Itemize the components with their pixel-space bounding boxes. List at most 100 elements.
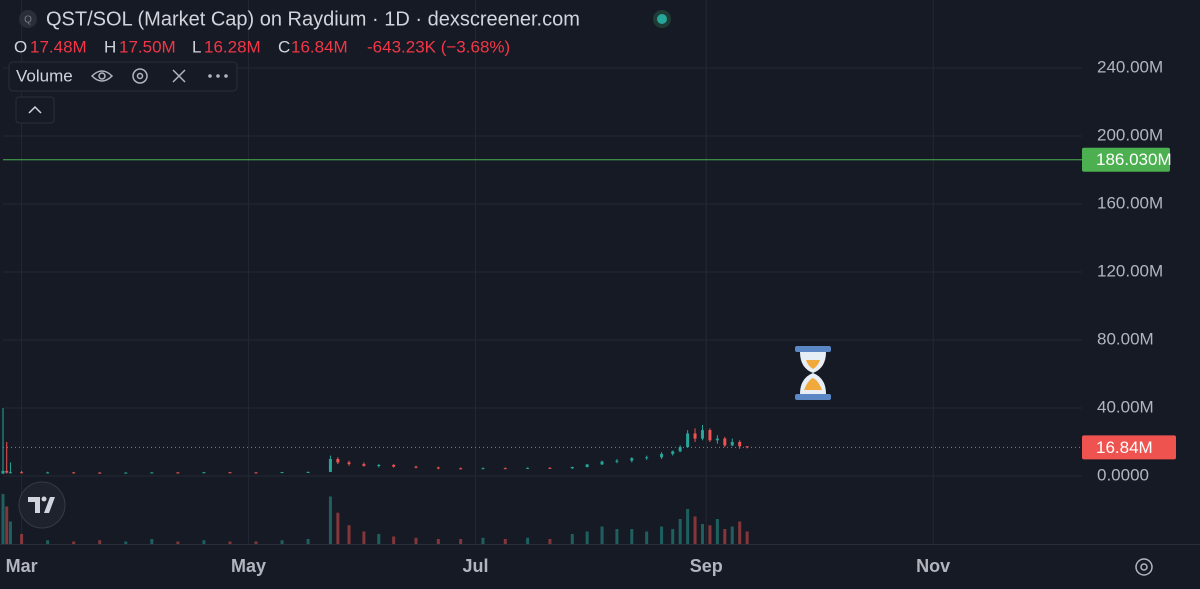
candle-body	[254, 472, 258, 474]
candle-body	[645, 457, 649, 459]
volume-bar	[481, 537, 485, 544]
volume-bar	[150, 539, 154, 544]
symbol-icon	[19, 10, 37, 28]
volume-bar	[306, 539, 310, 544]
candle-body	[392, 464, 396, 467]
volume-bar	[723, 529, 727, 544]
candle-body	[600, 461, 604, 465]
volume-bar	[678, 519, 682, 544]
price-line-label: 186.030M	[1096, 150, 1172, 169]
volume-bar	[738, 521, 742, 544]
volume-bar	[280, 540, 284, 544]
candle-body	[377, 464, 381, 466]
ohlc-key: H	[104, 37, 116, 56]
status-dot	[657, 14, 667, 24]
legend-label[interactable]: Volume	[16, 66, 73, 85]
chart-settings[interactable]	[1135, 558, 1153, 576]
y-tick-label: 240.00M	[1097, 57, 1163, 76]
ohlc-value: 17.50M	[119, 37, 176, 56]
candle-body	[228, 472, 232, 474]
volume-bar	[459, 539, 463, 544]
candle-body	[414, 466, 418, 468]
chart-settings-core	[1140, 563, 1148, 571]
tv-logo-dot	[41, 496, 47, 502]
volume-bar	[585, 531, 589, 544]
volume-bar	[745, 531, 749, 544]
candle-body	[1, 470, 5, 474]
candle-body	[503, 468, 507, 470]
candle-body	[436, 467, 440, 469]
volume-bar	[228, 541, 232, 544]
y-tick-label: 80.00M	[1097, 329, 1154, 348]
volume-bar	[98, 540, 102, 544]
candle-body	[738, 442, 742, 447]
chart-title: QST/SOL (Market Cap) on Raydium · 1D · d…	[46, 8, 580, 30]
candle-body	[715, 438, 719, 441]
change: -643.23K (−3.68%)	[367, 37, 510, 56]
candle-body	[481, 468, 485, 470]
axes: 0.0000 40.00M 80.00M 120.00M 160.00M 200.00M 2…	[0, 57, 1200, 576]
candle-body	[20, 472, 24, 474]
candle-body	[328, 459, 332, 472]
candle-body	[585, 464, 589, 467]
tv-logo[interactable]	[18, 481, 66, 529]
ohlc-value: 16.28M	[204, 37, 261, 56]
candle-body	[5, 470, 9, 473]
more-icon[interactable]	[208, 74, 228, 78]
volume-bar	[671, 529, 675, 544]
collapse-button[interactable]	[15, 96, 55, 124]
y-tick-label: 160.00M	[1097, 193, 1163, 212]
x-tick-label: Jul	[463, 556, 489, 576]
candle-body	[459, 468, 463, 470]
volume-bar	[254, 541, 258, 544]
candle-body	[526, 467, 530, 469]
price-line-tag	[1082, 147, 1170, 172]
volume-bar	[5, 506, 9, 544]
y-tick-label: 0.0000	[1097, 465, 1149, 484]
tv-logo-mark	[28, 497, 55, 513]
candle-body	[630, 458, 634, 461]
candle-body	[671, 451, 675, 454]
volume-bar	[693, 516, 697, 544]
volume-bar	[686, 509, 690, 544]
candle-body	[176, 472, 180, 474]
volume-bar	[503, 539, 507, 544]
collapse-arrow	[28, 105, 42, 114]
ohlc-value: 16.84M	[291, 37, 348, 56]
candle-body	[202, 472, 206, 474]
volume-bar	[46, 540, 50, 544]
volume-bar	[526, 537, 530, 544]
volume-bar	[708, 525, 712, 544]
settings-core	[136, 72, 144, 80]
volume-bar	[202, 540, 206, 544]
volume-bar	[436, 539, 440, 544]
volume-bar	[660, 526, 664, 544]
close-icon[interactable]	[172, 69, 186, 83]
volume-bar	[730, 526, 734, 544]
candle-body	[708, 430, 712, 441]
volume-bar	[715, 519, 719, 544]
y-tick-label: 40.00M	[1097, 397, 1154, 416]
y-tick-label: 120.00M	[1097, 261, 1163, 280]
candle-body	[745, 446, 749, 448]
volume-bar	[630, 529, 634, 544]
legend-icons[interactable]	[90, 68, 186, 84]
candle-body	[98, 472, 102, 474]
eye-icon[interactable]	[90, 70, 114, 82]
ohlc-key: L	[192, 37, 201, 56]
candle-body	[336, 459, 340, 463]
plot	[1, 159, 1082, 544]
ohlc-key: C	[278, 37, 290, 56]
last-price-tag	[1082, 435, 1176, 460]
candle-body	[347, 462, 351, 465]
volume-bar	[377, 534, 381, 544]
volume-bar	[336, 512, 340, 544]
candle-body	[678, 447, 682, 452]
symbol-letter: Q	[24, 15, 32, 26]
candle-body	[548, 467, 552, 469]
settings-icon[interactable]	[132, 68, 148, 84]
volume-bar	[124, 541, 128, 544]
